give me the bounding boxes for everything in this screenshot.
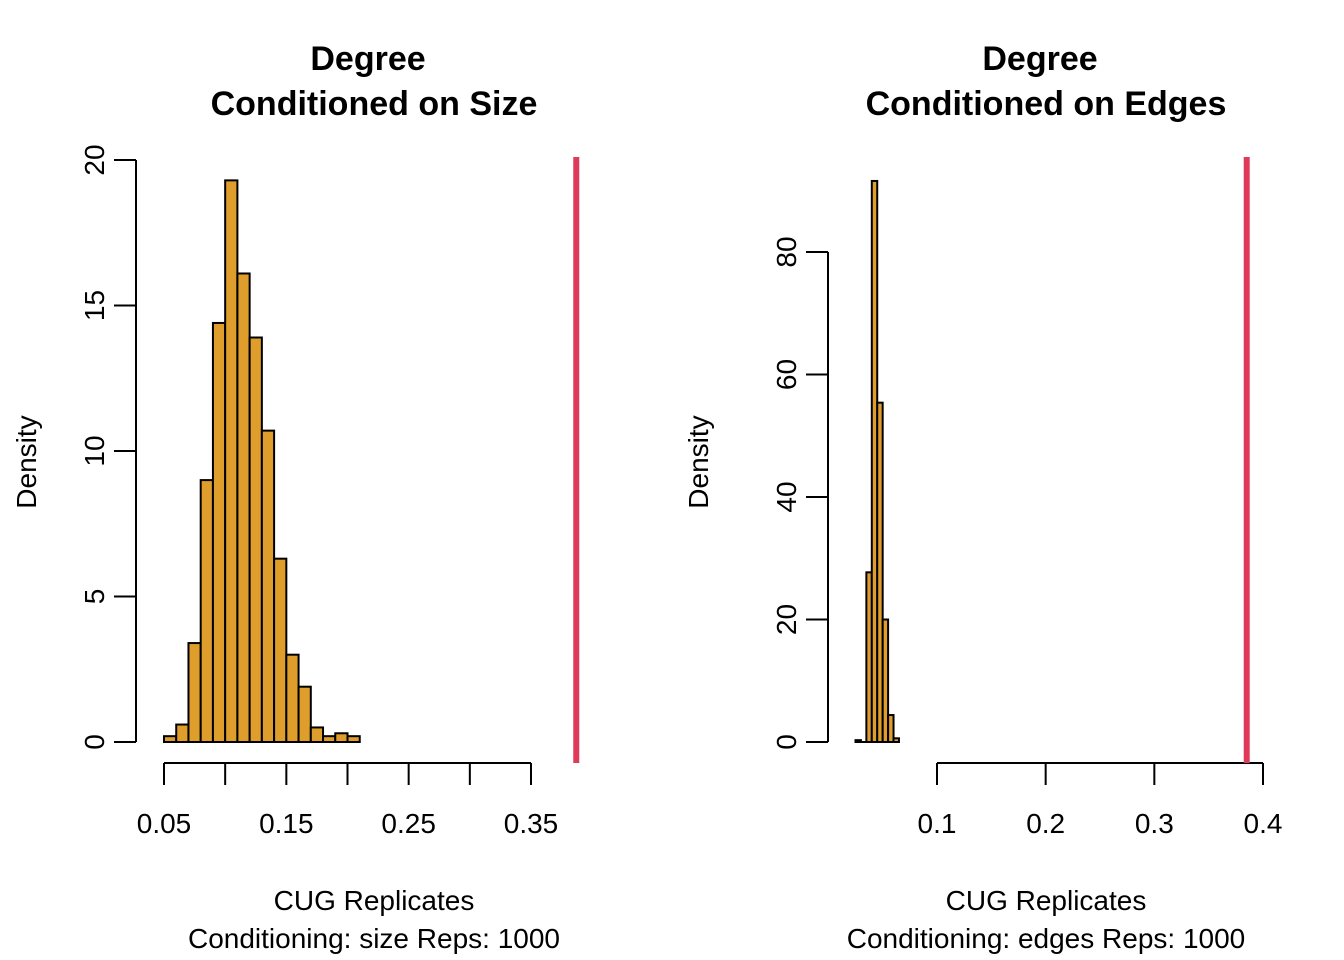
- chart-title-line1: Degree: [310, 40, 425, 78]
- y-tick-label: 40: [771, 481, 802, 512]
- histogram-bar: [881, 618, 890, 743]
- histogram-bar: [175, 723, 190, 743]
- x-axis: 0.05 0.15 0.25 0.35: [137, 762, 559, 839]
- x-tick-label: 0.25: [381, 808, 436, 839]
- histogram-bar: [199, 479, 214, 743]
- y-axis: 0 5 10 15 20: [79, 144, 137, 750]
- y-tick-label: 10: [79, 435, 110, 466]
- histogram-bar: [187, 642, 202, 743]
- histogram-panel-size: Degree Conditioned on Size CUG Replicate…: [11, 40, 580, 954]
- histogram-bar: [285, 653, 300, 744]
- x-tick-label: 0.35: [504, 808, 559, 839]
- x-tick-label: 0.4: [1244, 808, 1283, 839]
- histogram-bar: [273, 557, 288, 743]
- histogram-bar: [260, 429, 276, 743]
- x-axis: 0.1 0.2 0.3 0.4: [918, 762, 1283, 839]
- histogram-bar: [297, 685, 312, 744]
- histogram-bar: [236, 272, 251, 743]
- histogram-bar: [309, 726, 325, 744]
- y-tick-label: 15: [79, 290, 110, 321]
- histogram-bar: [876, 401, 884, 743]
- bars: [854, 179, 900, 744]
- histogram-bar: [248, 336, 263, 743]
- x-tick-label: 0.1: [918, 808, 957, 839]
- x-axis-label-line1: CUG Replicates: [946, 885, 1147, 916]
- histogram-bar: [346, 735, 361, 743]
- chart-title-line2: Conditioned on Size: [211, 85, 538, 123]
- x-tick-label: 0.3: [1135, 808, 1174, 839]
- histogram-bar: [224, 179, 239, 743]
- histogram-bar: [334, 732, 349, 744]
- bars: [163, 179, 361, 744]
- x-axis-label-line2: Conditioning: edges Reps: 1000: [847, 923, 1246, 954]
- y-tick-label: 5: [79, 589, 110, 605]
- histogram-bar: [163, 735, 178, 743]
- histogram-bar: [322, 735, 337, 743]
- x-tick-label: 0.15: [259, 808, 314, 839]
- y-tick-label: 20: [79, 144, 110, 175]
- histogram-bar: [211, 321, 227, 743]
- x-tick-label: 0.2: [1026, 808, 1065, 839]
- chart-title-line2: Conditioned on Edges: [866, 85, 1227, 123]
- y-tick-label: 20: [771, 604, 802, 635]
- histogram-bar: [887, 714, 895, 743]
- y-axis: 0 20 40 60 80: [771, 236, 829, 750]
- chart-title-line1: Degree: [982, 40, 1097, 78]
- y-axis-label: Density: [683, 415, 714, 508]
- y-tick-label: 0: [79, 734, 110, 750]
- histogram-bar: [892, 737, 900, 744]
- y-tick-label: 0: [771, 734, 802, 750]
- y-axis-label: Density: [11, 415, 42, 508]
- y-tick-label: 80: [771, 236, 802, 267]
- histogram-panel-edges: Degree Conditioned on Edges CUG Replicat…: [683, 40, 1282, 954]
- y-tick-label: 60: [771, 359, 802, 390]
- x-axis-label-line1: CUG Replicates: [274, 885, 475, 916]
- x-axis-label-line2: Conditioning: size Reps: 1000: [188, 923, 560, 954]
- x-tick-label: 0.05: [137, 808, 192, 839]
